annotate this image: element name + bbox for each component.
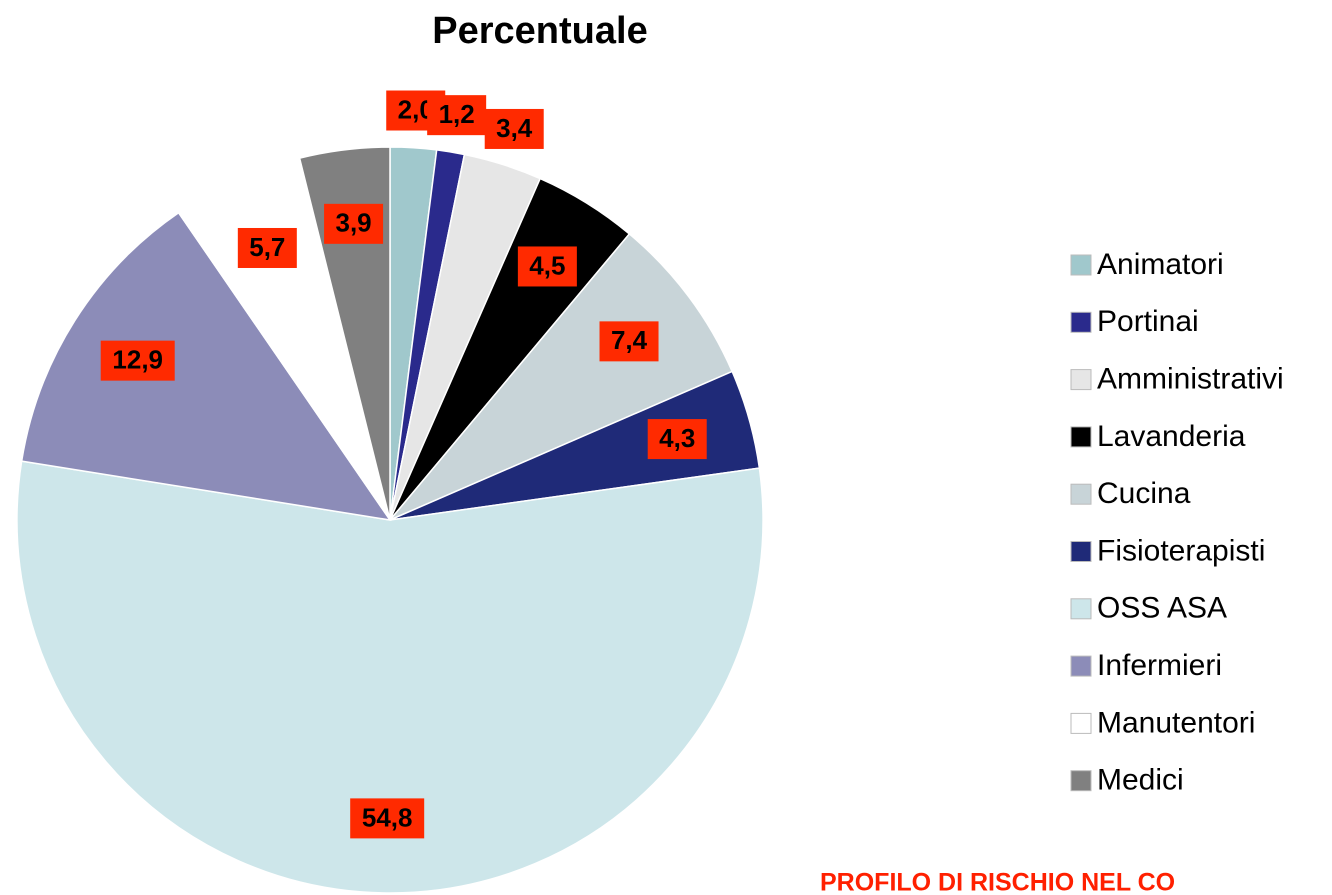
label-box bbox=[324, 203, 384, 244]
legend-label: Infermieri bbox=[1097, 649, 1222, 682]
data-label: 5,7 bbox=[249, 232, 285, 262]
legend-label: Cucina bbox=[1097, 477, 1191, 510]
data-label: 7,4 bbox=[611, 325, 648, 355]
legend-label: OSS ASA bbox=[1097, 592, 1227, 625]
legend-label: Lavanderia bbox=[1097, 420, 1246, 453]
legend-label: Medici bbox=[1097, 764, 1184, 797]
legend-swatch bbox=[1070, 712, 1092, 734]
pie-slice bbox=[20, 211, 392, 522]
legend-swatch bbox=[1070, 541, 1092, 562]
annotation: PROFILO DI RISCHIO NEL CO bbox=[820, 869, 1175, 895]
legend-label: Animatori bbox=[1097, 248, 1224, 281]
data-label: 12,9 bbox=[112, 345, 163, 375]
legend-swatch bbox=[1070, 598, 1092, 620]
data-label: 4,5 bbox=[529, 250, 565, 280]
legend-swatch bbox=[1070, 311, 1092, 333]
pie-slice bbox=[177, 157, 391, 521]
pie-slice bbox=[16, 460, 764, 894]
label-box bbox=[100, 340, 175, 381]
legend-swatch bbox=[1070, 770, 1092, 792]
label-box bbox=[427, 95, 487, 136]
data-label: 3,9 bbox=[335, 208, 371, 238]
data-label: 3,4 bbox=[496, 113, 533, 143]
label-box bbox=[237, 227, 297, 268]
data-label: 4,3 bbox=[659, 423, 695, 453]
pie-slice bbox=[389, 232, 734, 521]
legend-swatch bbox=[1070, 369, 1092, 391]
data-label: 1,2 bbox=[439, 99, 475, 129]
chart-title: Percentuale bbox=[432, 10, 647, 52]
label-box bbox=[517, 246, 577, 287]
legend-label: Fisioterapisti bbox=[1097, 534, 1265, 567]
label-box bbox=[350, 798, 425, 839]
label-box bbox=[599, 321, 659, 362]
label-box bbox=[647, 419, 707, 460]
legend-swatch bbox=[1070, 254, 1092, 276]
legend-label: Portinai bbox=[1097, 305, 1199, 338]
legend-swatch bbox=[1070, 483, 1092, 505]
legend-label: Manutentori bbox=[1097, 706, 1255, 739]
data-label: 54,8 bbox=[362, 802, 413, 832]
legend-swatch bbox=[1070, 426, 1092, 448]
legend-swatch bbox=[1070, 655, 1092, 677]
label-box bbox=[484, 108, 544, 149]
legend-label: Amministrativi bbox=[1097, 363, 1284, 396]
